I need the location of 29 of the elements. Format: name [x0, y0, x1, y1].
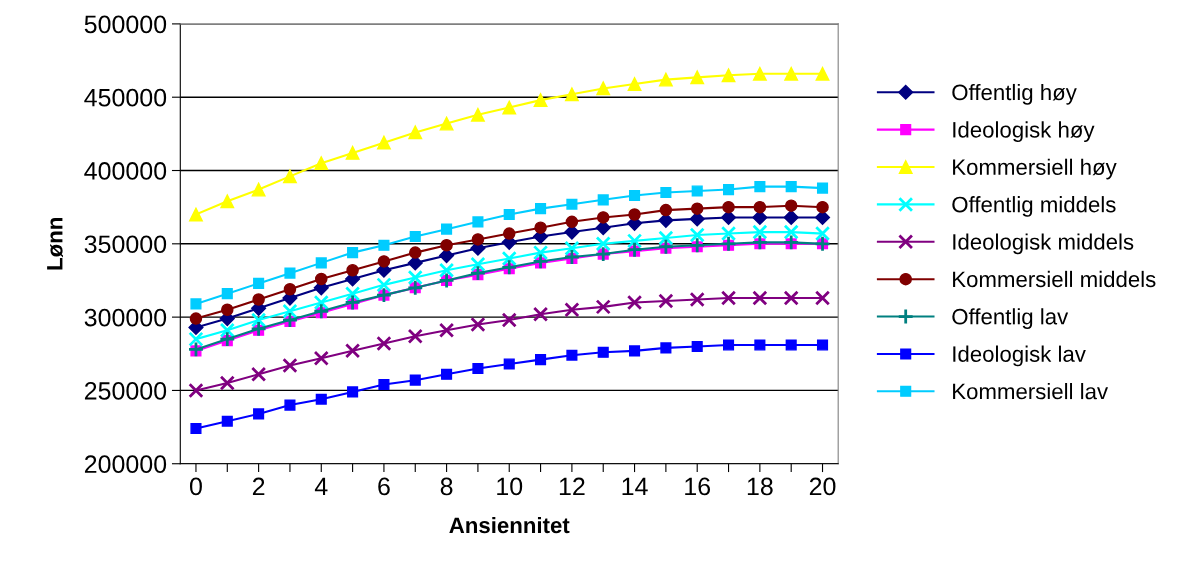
y-tick-label: 300000	[84, 308, 167, 327]
legend-label: Kommersiell lav	[953, 382, 1109, 400]
x-axis-title: Ansiennitet	[449, 516, 570, 534]
legend-label: Ideologisk lav	[953, 345, 1086, 367]
legend-label: Kommersiell middels	[953, 270, 1156, 288]
legend-label: Offentlig lav	[952, 308, 1069, 329]
y-axis-title: Lønn	[47, 218, 63, 270]
x-tick-label: 20	[809, 477, 836, 496]
x-tick-label: 4	[314, 477, 328, 496]
y-tick-label: 200000	[84, 455, 167, 474]
y-tick-label: 400000	[84, 162, 167, 180]
x-tick-label: 18	[747, 477, 773, 496]
x-tick-label: 16	[685, 477, 711, 496]
legend-label: Offentlig høy	[952, 83, 1077, 105]
x-tick-label: 12	[559, 477, 585, 496]
legend-label: Ideologisk middels	[953, 233, 1134, 255]
x-tick-label: 14	[622, 477, 648, 496]
y-tick-label: 250000	[84, 382, 167, 400]
x-tick-label: 2	[252, 477, 265, 496]
y-tick-label: 500000	[84, 15, 167, 34]
x-tick-label: 0	[189, 477, 202, 496]
legend-label: Kommersiell høy	[953, 158, 1117, 180]
x-tick-label: 10	[497, 477, 523, 496]
x-tick-label: 8	[440, 477, 453, 496]
legend-label: Ideologisk høy	[953, 121, 1095, 143]
y-tick-label: 350000	[84, 235, 167, 254]
y-tick-label: 450000	[84, 88, 167, 107]
legend-label: Offentlig middels	[952, 196, 1116, 217]
x-tick-label: 6	[378, 477, 390, 496]
